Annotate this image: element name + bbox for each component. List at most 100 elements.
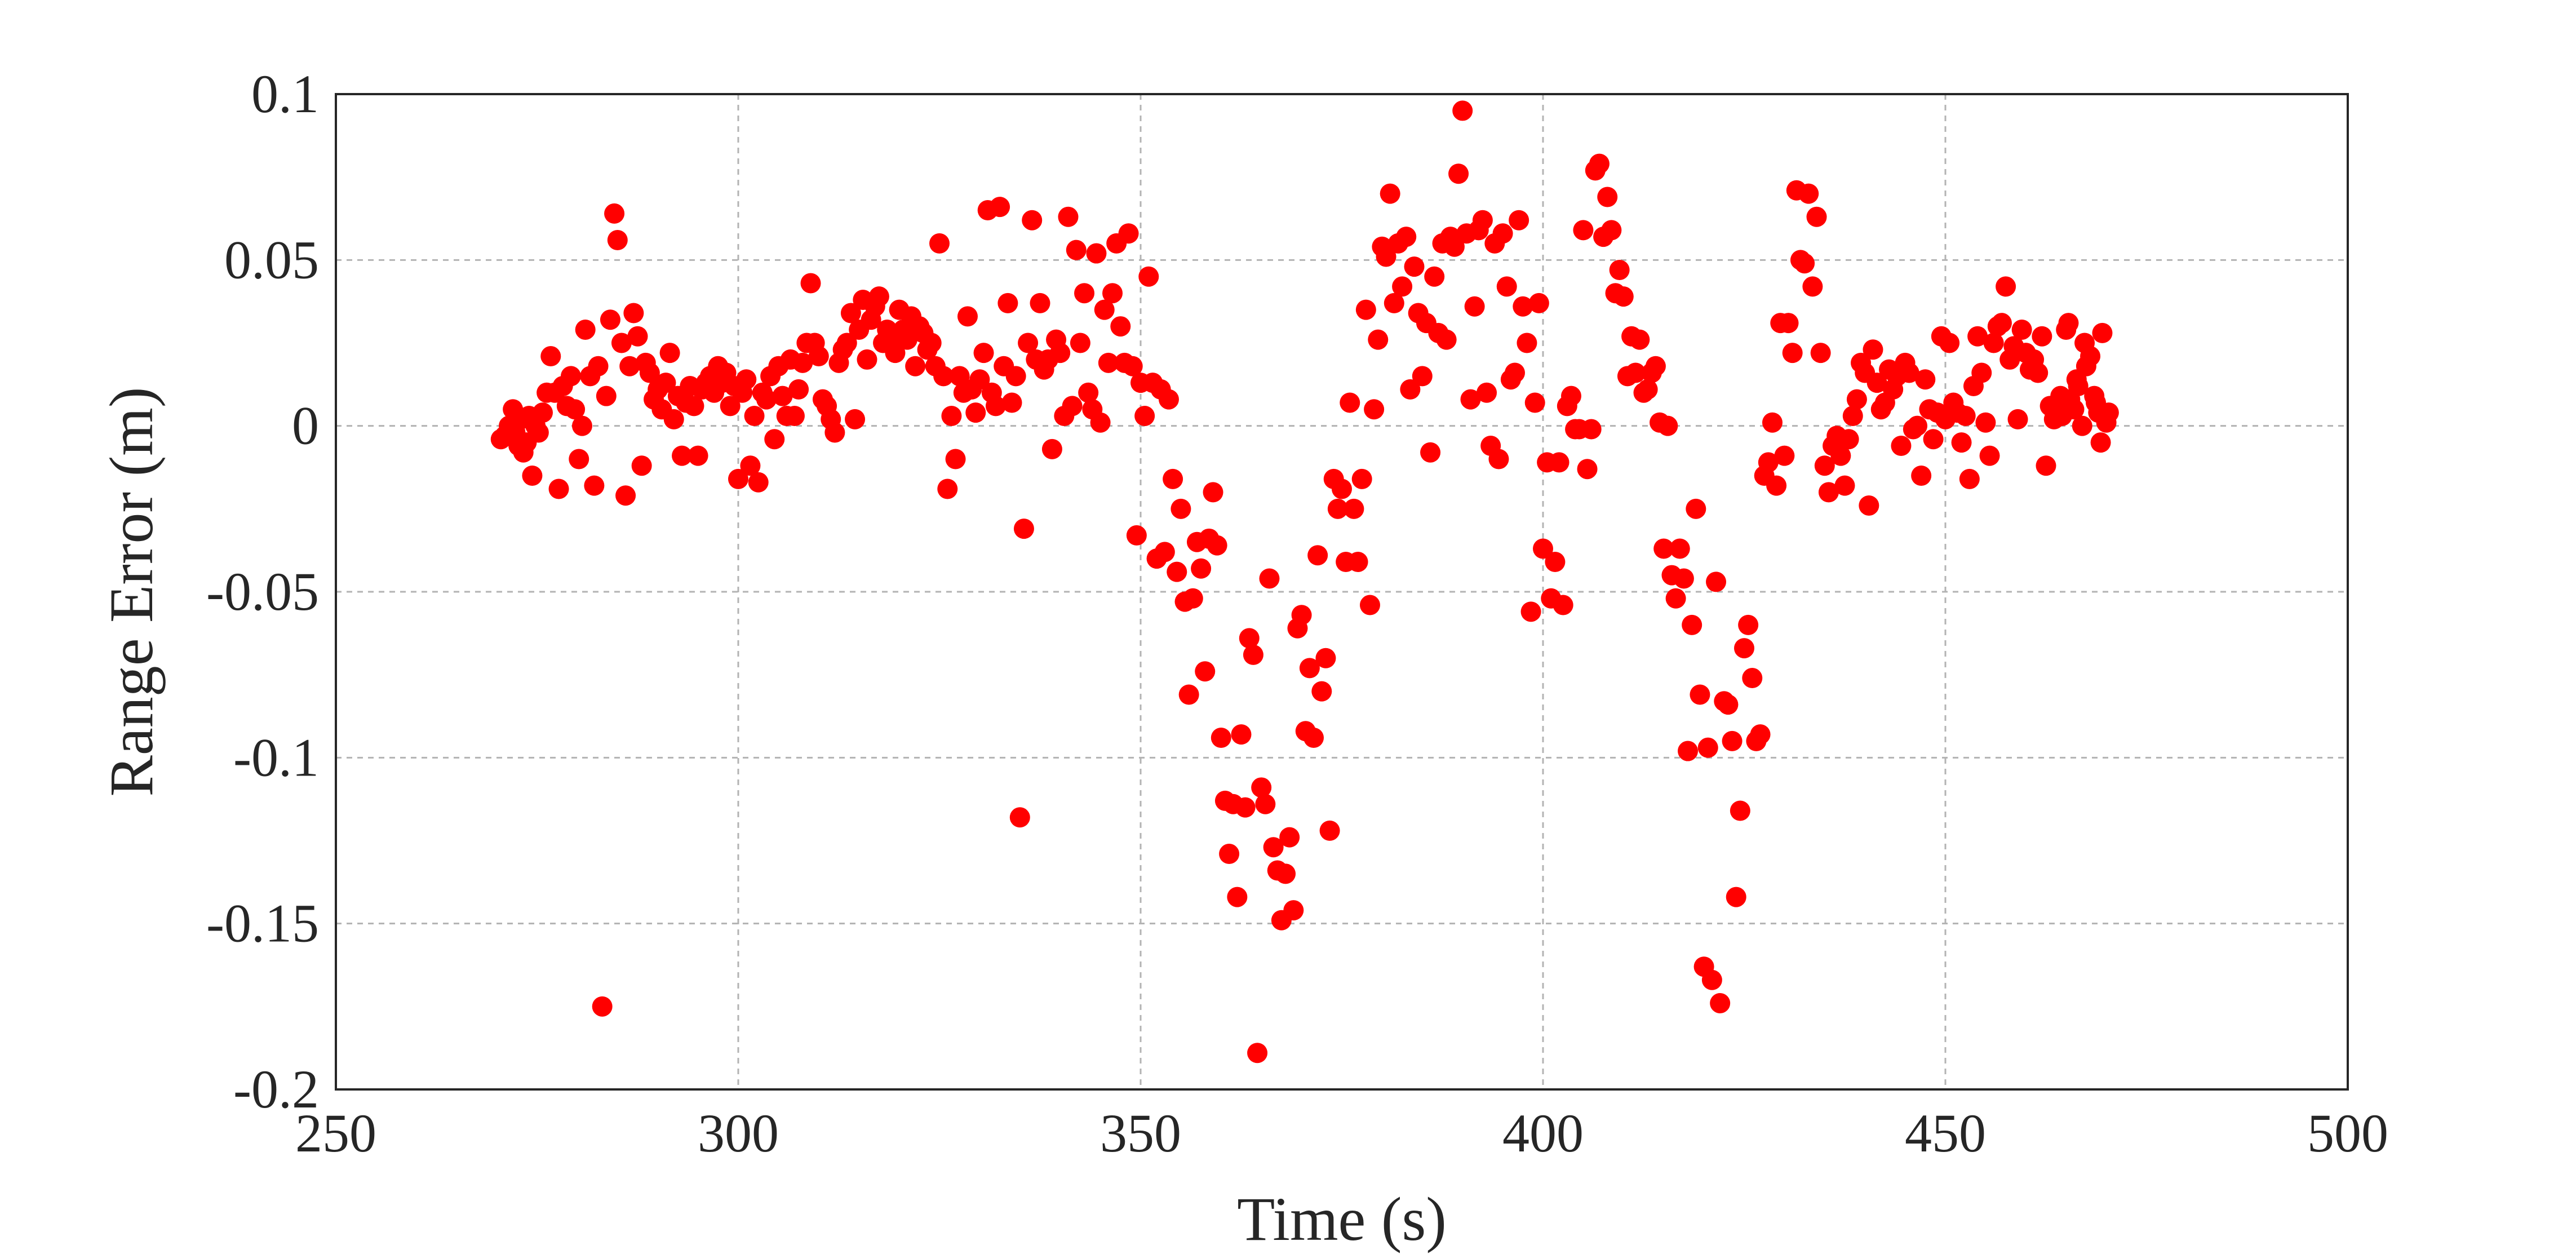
data-point: [1251, 777, 1272, 798]
data-point: [1734, 638, 1754, 659]
data-point: [1154, 542, 1175, 562]
data-point: [1400, 379, 1421, 400]
data-point: [1669, 538, 1690, 559]
data-point: [973, 343, 994, 364]
data-point: [1810, 343, 1831, 364]
data-point: [740, 455, 761, 476]
data-point: [728, 468, 748, 489]
data-point: [945, 449, 966, 469]
data-point: [604, 203, 625, 224]
data-point: [627, 326, 648, 347]
data-point: [1589, 153, 1610, 174]
data-point: [1191, 558, 1212, 579]
data-point: [2007, 409, 2028, 429]
y-tick-label: -0.05: [206, 561, 319, 622]
data-point: [623, 303, 644, 324]
data-point: [1134, 406, 1155, 427]
data-point: [997, 293, 1018, 313]
data-point: [1158, 389, 1179, 410]
x-tick-label: 300: [698, 1103, 779, 1163]
data-point: [990, 197, 1010, 218]
data-point: [1863, 339, 1883, 360]
data-point: [1722, 730, 1743, 751]
data-point: [1911, 465, 1932, 486]
data-point: [1766, 475, 1787, 496]
data-point: [1452, 100, 1473, 121]
data-point: [571, 415, 592, 436]
data-point: [1597, 187, 1618, 207]
data-point: [1477, 382, 1497, 403]
data-point: [764, 429, 785, 450]
data-point: [1058, 206, 1079, 227]
y-tick-label: -0.2: [233, 1059, 319, 1119]
data-point: [1311, 681, 1332, 702]
data-point: [1464, 296, 1485, 317]
y-axis-title: Range Error (m): [97, 387, 166, 797]
data-point: [2064, 399, 2085, 420]
data-point: [788, 379, 809, 400]
data-point: [619, 356, 640, 376]
data-point: [1520, 601, 1541, 622]
data-point: [1404, 256, 1425, 277]
data-point: [631, 455, 652, 476]
data-point: [592, 996, 613, 1017]
data-point: [1090, 412, 1111, 433]
data-point: [1062, 396, 1083, 416]
data-point: [2028, 362, 2049, 383]
data-point: [1959, 468, 1980, 489]
data-point: [1332, 478, 1352, 499]
data-point: [1098, 352, 1119, 373]
data-point: [1545, 552, 1566, 573]
data-point: [1939, 333, 1960, 353]
data-point: [1138, 266, 1159, 287]
data-point: [808, 346, 829, 367]
data-point: [1553, 595, 1573, 615]
data-point: [1834, 475, 1855, 496]
data-point: [1239, 628, 1260, 649]
data-point: [1690, 684, 1710, 705]
data-point: [933, 366, 954, 387]
x-tick-labels: 250 300 350 400 450 500: [295, 1103, 2388, 1163]
data-point: [1509, 210, 1529, 231]
data-point: [532, 402, 553, 423]
data-point: [1818, 482, 1839, 503]
data-point: [1420, 442, 1441, 463]
data-point: [1601, 220, 1622, 241]
data-point: [1996, 276, 2016, 297]
data-point: [969, 369, 990, 390]
data-point: [1412, 366, 1433, 387]
data-point: [1629, 329, 1650, 350]
data-point: [1472, 210, 1493, 231]
data-point: [1227, 887, 1248, 907]
data-point: [607, 230, 628, 251]
data-point: [1549, 452, 1569, 473]
data-point: [575, 319, 596, 340]
y-tick-label: -0.15: [206, 893, 319, 954]
data-point: [1979, 445, 2000, 466]
data-point: [1255, 794, 1276, 814]
data-point: [1351, 468, 1372, 489]
data-point: [1899, 362, 1919, 383]
data-point: [1975, 412, 1996, 433]
data-point: [1203, 482, 1223, 503]
data-point: [857, 349, 877, 370]
data-point: [1078, 382, 1099, 403]
data-point: [1041, 438, 1062, 459]
data-point: [921, 333, 942, 353]
data-point: [1814, 455, 1835, 476]
data-point: [1182, 588, 1203, 609]
data-point: [2074, 333, 2095, 353]
data-point: [2086, 392, 2107, 413]
y-tick-label: -0.1: [233, 727, 319, 787]
data-point: [1991, 313, 2012, 334]
data-point: [941, 406, 962, 427]
data-point: [845, 409, 866, 429]
data-point: [1706, 571, 1727, 592]
data-point: [1730, 800, 1750, 821]
data-point: [1207, 535, 1227, 556]
data-point: [1686, 498, 1706, 519]
data-point: [824, 422, 845, 443]
data-point: [1299, 658, 1320, 679]
data-point: [1022, 210, 1043, 231]
